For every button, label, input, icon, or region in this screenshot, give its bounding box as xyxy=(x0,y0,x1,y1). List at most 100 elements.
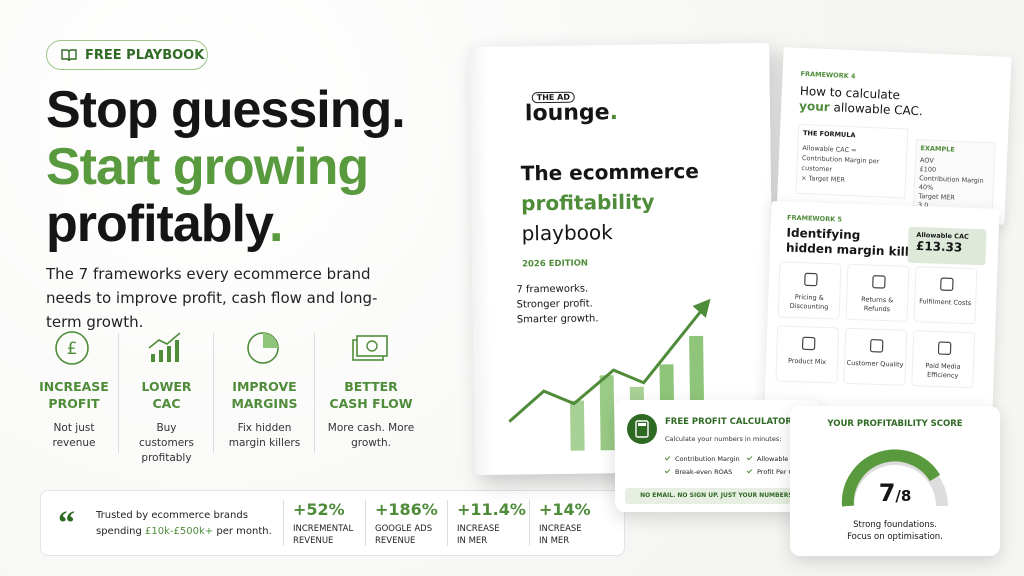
divider xyxy=(529,500,530,546)
check-text: Allowable CAC xyxy=(757,455,804,463)
badge[interactable]: FREE PLAYBOOK xyxy=(46,40,208,70)
stat: +52% INCREMENTAL REVENUE xyxy=(293,500,371,547)
result-value: £13.33 xyxy=(915,238,963,255)
score-desc: Strong foundations. Focus on optimisation… xyxy=(790,519,1000,543)
formula-box: THE FORMULA Allowable CAC = Contribution … xyxy=(795,123,909,199)
stat-label-line: INCREASE xyxy=(539,524,582,534)
benefit-desc: Fix hidden margin killers xyxy=(228,422,301,449)
framework-page: FRAMEWORK 4 How to calculate your allowab… xyxy=(776,47,1012,253)
check: Contribution Margin xyxy=(664,454,740,463)
title-word: allowable CAC. xyxy=(833,100,924,119)
check-mark xyxy=(746,467,753,474)
example-label: EXAMPLE xyxy=(920,144,955,154)
score-number: 7 xyxy=(878,479,896,507)
killer-icon xyxy=(801,336,816,351)
stat-label-line: INCREMENTAL xyxy=(293,524,354,534)
benefit-title-line: PROFIT xyxy=(48,396,100,411)
book-title-line: playbook xyxy=(521,220,613,246)
benefit-title: BETTER CASH FLOW xyxy=(316,378,426,412)
book-title: The ecommerce profitability playbook xyxy=(521,156,700,248)
stat-value: +11.4% xyxy=(457,500,526,519)
divider xyxy=(283,500,284,546)
growth-arrow xyxy=(508,307,704,423)
benefit-desc: Buy customers profitably xyxy=(139,422,194,464)
stat-label-line: REVENUE xyxy=(293,536,334,546)
formula: Allowable CAC = Contribution Margin per c… xyxy=(801,143,903,187)
margin-killer: Customer Quality xyxy=(843,327,908,386)
calculator-footer[interactable]: NO EMAIL. NO SIGN UP. JUST YOUR NUMBERS. xyxy=(625,488,810,504)
chart-bar xyxy=(599,375,615,451)
check-mark xyxy=(746,454,753,461)
divider xyxy=(365,500,366,546)
check: Break-even ROAS xyxy=(664,467,733,476)
benefit-desc: Not just revenue xyxy=(52,422,96,449)
killer-icon xyxy=(937,341,952,355)
killer-icon xyxy=(869,339,884,353)
benefit: BETTER CASH FLOW More cash. More growth. xyxy=(316,330,426,451)
trust-prefix: Trusted by ecommerce brands spending xyxy=(96,510,248,537)
book-title-line: The ecommerce xyxy=(520,158,700,186)
benefit-title-line: CASH FLOW xyxy=(329,396,413,411)
margin-killer: Product Mix xyxy=(775,325,840,384)
benefit-title-line: LOWER xyxy=(141,379,192,394)
benefit-icon: £ xyxy=(55,331,89,365)
stat-value: +186% xyxy=(375,500,438,519)
svg-text:£: £ xyxy=(67,339,78,359)
benefit-title-line: BETTER xyxy=(344,379,398,394)
stat-value: +52% xyxy=(293,500,345,519)
desc-line: Strong foundations. xyxy=(853,520,937,530)
framework-title: How to calculate your allowable CAC. xyxy=(799,84,924,119)
check-mark xyxy=(664,454,671,461)
benefit-icon xyxy=(148,332,181,362)
badge-text: FREE PLAYBOOK xyxy=(85,47,205,63)
check-text: Profit Per Order xyxy=(757,468,807,476)
benefit-desc: More cash. More growth. xyxy=(327,422,415,449)
divider xyxy=(213,333,214,453)
margin-killer: Pricing & Discounting xyxy=(777,261,842,320)
calculator-title: FREE PROFIT CALCULATOR xyxy=(665,417,792,427)
check-mark xyxy=(664,467,671,474)
title-word: your xyxy=(798,98,831,115)
score-max: /8 xyxy=(895,487,912,505)
stat-label-line: GOOGLE ADS xyxy=(375,524,433,534)
benefit-icon xyxy=(352,335,388,361)
stat-label: INCREMENTAL REVENUE xyxy=(293,523,371,547)
stat-label: INCREASE IN MER xyxy=(539,523,617,547)
result-box: Allowable CAC £13.33 xyxy=(907,226,987,266)
stat-label-line: IN MER xyxy=(457,536,488,546)
trust-suffix: per month. xyxy=(216,526,272,537)
stat-label-line: REVENUE xyxy=(375,536,416,546)
calculator-card: FREE PROFIT CALCULATOR Calculate your nu… xyxy=(615,400,820,512)
quote-mark: “ xyxy=(58,505,75,542)
stat: +11.4% INCREASE IN MER xyxy=(457,500,535,547)
check-text: Break-even ROAS xyxy=(675,468,733,476)
arrow-head xyxy=(692,298,711,318)
benefit-title-line: INCREASE xyxy=(39,379,109,394)
book-icon xyxy=(61,49,77,62)
stat: +186% GOOGLE ADS REVENUE xyxy=(375,500,453,547)
benefit-icon xyxy=(246,332,279,364)
benefit: £ INCREASE PROFIT Not just revenue xyxy=(30,330,118,451)
headline-word: profitably xyxy=(46,195,270,253)
logo-text: lounge xyxy=(524,100,610,127)
trust-text: Trusted by ecommerce brands spending £10… xyxy=(96,508,276,540)
framework-page: FRAMEWORK 5 Identifying hidden margin kil… xyxy=(764,201,1000,414)
score-value: 7/8 xyxy=(790,479,1000,507)
benefit-title-line: MARGINS xyxy=(231,396,298,411)
stat-label: GOOGLE ADS REVENUE xyxy=(375,523,453,547)
example: AOV £100 Contribution Margin 40% Target MER 3… xyxy=(918,156,990,213)
trust-highlight: £10k-£500k+ xyxy=(145,526,214,537)
benefit-title-line: CAC xyxy=(152,396,181,411)
benefit: LOWER CAC Buy customers profitably xyxy=(120,330,213,466)
calculator-subtitle: Calculate your numbers in minutes: xyxy=(665,435,782,443)
check: Allowable CAC xyxy=(746,454,804,463)
formula-label: THE FORMULA xyxy=(802,129,856,140)
benefit-title: INCREASE PROFIT xyxy=(30,378,118,412)
margin-killer: Returns & Refunds xyxy=(845,263,910,322)
desc-line: Focus on optimisation. xyxy=(847,532,943,542)
framework-label: FRAMEWORK 4 xyxy=(800,69,856,81)
stat: +14% INCREASE IN MER xyxy=(539,500,617,547)
headline-line: Stop guessing. xyxy=(46,81,406,139)
framework-label: FRAMEWORK 5 xyxy=(786,213,843,224)
